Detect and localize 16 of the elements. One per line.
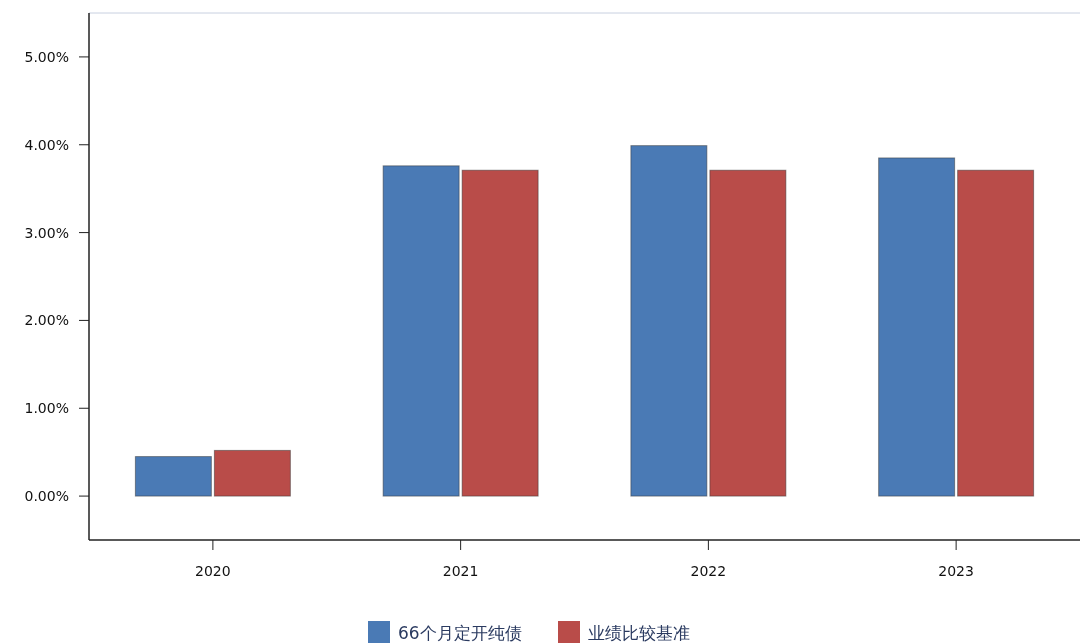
bar [878,157,956,497]
x-tick-label: 2023 [938,563,974,579]
bar [957,169,1035,497]
x-tick-label: 2022 [690,563,727,579]
y-tick-label: 1.00% [24,400,69,417]
bar [213,449,291,497]
y-tick-label: 2.00% [24,312,69,329]
x-tick-label: 2020 [195,563,231,579]
legend-label: 66个月定开纯债 [398,623,522,643]
x-tick-label: 2021 [442,563,479,579]
y-tick-label: 3.00% [24,224,69,241]
bar [134,456,212,497]
y-tick-label: 4.00% [24,136,69,153]
y-tick-label: 0.00% [24,488,69,505]
legend-label: 业绩比较基准 [588,623,690,643]
y-tick-label: 5.00% [24,48,69,65]
